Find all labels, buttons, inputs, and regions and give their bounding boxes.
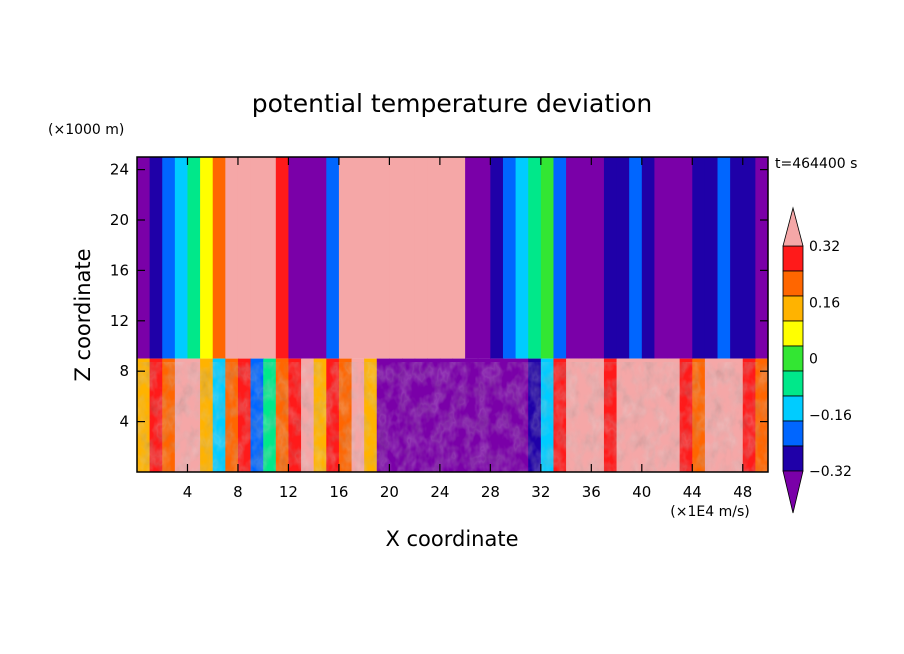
x-tick-label-20: 20	[380, 483, 399, 501]
x-tick-label-12: 12	[279, 483, 298, 501]
upper-cell-9	[250, 157, 264, 359]
upper-cell-17	[351, 157, 365, 359]
upper-cell-10	[263, 157, 277, 359]
plot-area	[137, 157, 768, 472]
x-tick-label-8: 8	[233, 483, 243, 501]
upper-cell-18	[364, 157, 378, 359]
upper-cell-21	[402, 157, 416, 359]
upper-cell-22	[414, 157, 428, 359]
upper-cell-47	[730, 157, 744, 359]
upper-cell-14	[313, 157, 327, 359]
x-tick-label-44: 44	[683, 483, 702, 501]
y-tick-label-20: 20	[110, 211, 129, 229]
upper-cell-24	[439, 157, 454, 359]
upper-cell-7	[225, 157, 239, 359]
x-tick-label-40: 40	[632, 483, 651, 501]
y-tick-label-12: 12	[110, 312, 129, 330]
x-tick-label-28: 28	[481, 483, 500, 501]
colorbar-label-2: 0	[809, 352, 818, 368]
upper-cell-13	[301, 157, 315, 359]
upper-cell-34	[566, 157, 580, 359]
x-tick-label-32: 32	[531, 483, 550, 501]
x-unit-label: (×1E4 m/s)	[670, 504, 749, 520]
upper-cell-12	[288, 157, 302, 359]
upper-cell-40	[641, 157, 656, 359]
upper-cell-29	[502, 157, 517, 359]
upper-cell-36	[591, 157, 605, 359]
colorbar-bottom-triangle	[782, 470, 804, 514]
upper-cell-2	[162, 157, 176, 359]
colorbar-box-6	[782, 320, 804, 347]
upper-cell-8	[237, 157, 252, 359]
colorbar-box-4	[782, 370, 804, 397]
turbulence-texture	[137, 362, 768, 472]
x-tick-label-36: 36	[582, 483, 601, 501]
upper-cell-26	[465, 157, 479, 359]
upper-cell-28	[490, 157, 504, 359]
colorbar-label-0: 0.32	[809, 239, 840, 255]
colorbar-box-2	[782, 420, 804, 447]
upper-cell-48	[742, 157, 756, 359]
x-tick-label-4: 4	[183, 483, 193, 501]
upper-cell-35	[578, 157, 592, 359]
plot-frame	[136, 156, 769, 473]
y-axis: 4 8 12 16 20 24	[110, 161, 768, 431]
upper-cell-37	[603, 157, 618, 359]
upper-cell-42	[667, 157, 681, 359]
y-axis-label: Z coordinate	[71, 248, 95, 381]
upper-cell-19	[376, 157, 390, 359]
upper-cell-6	[212, 157, 226, 359]
upper-cell-33	[553, 157, 567, 359]
upper-cell-39	[629, 157, 643, 359]
colorbar-box-3	[782, 395, 804, 422]
upper-cell-1	[149, 157, 163, 359]
colorbar-label-3: −0.16	[809, 408, 852, 424]
y-tick-label-8: 8	[119, 362, 129, 380]
upper-cell-16	[338, 157, 353, 359]
upper-cell-46	[717, 157, 731, 359]
upper-layer-field	[137, 157, 768, 359]
upper-cell-11	[275, 157, 290, 359]
colorbar: 0.32 0.16 0 −0.16 −0.32	[782, 206, 852, 514]
upper-cell-5	[200, 157, 214, 359]
upper-cell-38	[616, 157, 630, 359]
colorbar-box-5	[782, 345, 804, 372]
y-tick-label-24: 24	[110, 161, 129, 179]
upper-cell-43	[679, 157, 693, 359]
upper-cell-3	[174, 157, 189, 359]
x-axis-label: X coordinate	[385, 527, 518, 551]
upper-cell-4	[187, 157, 201, 359]
time-label: t=464400 s	[775, 156, 857, 172]
upper-cell-44	[692, 157, 706, 359]
upper-cell-15	[326, 157, 340, 359]
upper-cell-30	[515, 157, 529, 359]
upper-cell-32	[540, 157, 555, 359]
colorbar-label-4: −0.32	[809, 464, 852, 480]
colorbar-box-8	[782, 270, 804, 297]
upper-cell-25	[452, 157, 466, 359]
y-tick-label-16: 16	[110, 261, 129, 279]
upper-cell-31	[528, 157, 542, 359]
x-tick-label-16: 16	[329, 483, 348, 501]
colorbar-box-1	[782, 445, 804, 472]
y-unit-label: (×1000 m)	[48, 122, 124, 138]
upper-cell-0	[137, 157, 151, 359]
x-tick-label-48: 48	[733, 483, 752, 501]
upper-cell-23	[427, 157, 441, 359]
upper-cell-41	[654, 157, 668, 359]
colorbar-box-9	[782, 245, 804, 272]
upper-cell-20	[389, 157, 403, 359]
x-axis: 4 8 12 16 20 24 28 32 36 40 44 48	[183, 157, 752, 501]
y-tick-label-4: 4	[119, 413, 129, 431]
colorbar-label-1: 0.16	[809, 295, 840, 311]
chart-title: potential temperature deviation	[252, 89, 652, 118]
colorbar-top-triangle	[782, 206, 804, 247]
x-tick-label-24: 24	[430, 483, 449, 501]
upper-cell-49	[755, 157, 768, 359]
upper-cell-27	[477, 157, 491, 359]
upper-cell-45	[704, 157, 719, 359]
colorbar-box-7	[782, 295, 804, 322]
